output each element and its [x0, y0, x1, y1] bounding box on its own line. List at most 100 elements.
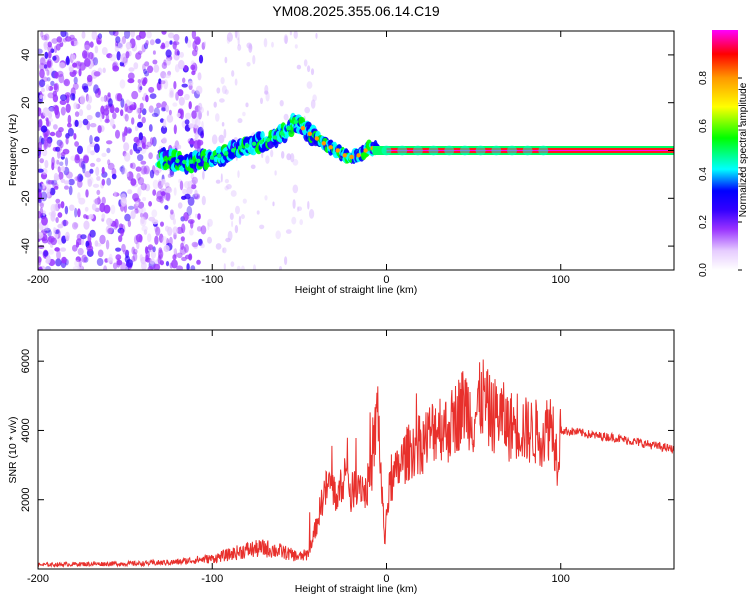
- noise-speck: [135, 233, 143, 243]
- noise-speck: [70, 93, 75, 101]
- noise-speck: [44, 141, 49, 150]
- noise-speck: [148, 152, 153, 160]
- y-tick-label: 0: [20, 147, 32, 153]
- noise-speck: [62, 219, 67, 227]
- x-tick-label: -200: [27, 274, 49, 286]
- noise-speck: [220, 173, 223, 183]
- noise-speck: [202, 170, 205, 180]
- noise-speck: [237, 170, 240, 179]
- noise-speck: [89, 123, 97, 128]
- noise-speck: [309, 209, 315, 219]
- noise-speck: [97, 125, 102, 134]
- noise-speck: [126, 259, 133, 268]
- noise-speck: [158, 78, 162, 85]
- noise-speck: [224, 56, 228, 64]
- ridge-peak: [251, 141, 257, 146]
- noise-speck: [292, 184, 299, 194]
- noise-speck: [242, 111, 246, 117]
- ridge-blob: [260, 131, 265, 140]
- noise-speck: [61, 256, 67, 264]
- noise-speck: [43, 250, 49, 257]
- noise-speck: [167, 173, 172, 178]
- noise-speck: [144, 183, 151, 192]
- noise-speck: [154, 169, 160, 176]
- noise-speck: [246, 42, 252, 49]
- noise-speck: [139, 254, 143, 262]
- noise-speck: [221, 122, 225, 127]
- noise-speck: [96, 157, 101, 163]
- noise-speck: [133, 136, 140, 143]
- noise-speck: [147, 265, 154, 270]
- ridge-peak: [307, 131, 312, 136]
- noise-speck: [58, 73, 65, 84]
- noise-speck: [223, 128, 227, 139]
- noise-speck: [86, 74, 93, 83]
- noise-speck: [234, 78, 238, 86]
- snr-xlabel: Height of straight line (km): [295, 583, 418, 595]
- noise-speck: [193, 242, 199, 250]
- noise-speck: [48, 117, 54, 123]
- noise-speck: [188, 253, 193, 261]
- noise-speck: [126, 171, 134, 181]
- y-tick-label: 6000: [20, 349, 32, 373]
- noise-speck: [38, 265, 43, 270]
- noise-speck: [103, 108, 110, 116]
- noise-speck: [103, 265, 108, 270]
- noise-speck: [74, 111, 80, 117]
- noise-speck: [195, 85, 203, 95]
- noise-speck: [156, 102, 162, 109]
- noise-speck: [67, 127, 74, 137]
- noise-speck: [283, 113, 289, 121]
- noise-speck: [138, 132, 143, 141]
- ridge-peak: [265, 137, 271, 143]
- noise-speck: [75, 241, 80, 248]
- noise-speck: [52, 104, 59, 112]
- noise-speck: [172, 41, 177, 50]
- noise-speck: [93, 198, 100, 204]
- noise-speck: [284, 35, 288, 44]
- noise-speck: [133, 62, 139, 70]
- noise-speck: [147, 244, 154, 251]
- noise-speck: [289, 31, 292, 36]
- noise-speck: [195, 213, 198, 218]
- noise-speck: [191, 49, 198, 57]
- noise-speck: [83, 214, 88, 219]
- noise-speck: [152, 59, 158, 65]
- noise-speck: [140, 165, 147, 175]
- ridge-peak: [182, 159, 187, 165]
- noise-speck: [159, 80, 166, 85]
- noise-speck: [41, 34, 48, 41]
- noise-speck: [166, 114, 174, 123]
- noise-speck: [84, 40, 91, 51]
- noise-speck: [137, 186, 142, 197]
- noise-speck: [160, 221, 164, 227]
- noise-speck: [203, 41, 206, 47]
- noise-speck: [216, 87, 221, 94]
- noise-speck: [47, 139, 52, 148]
- noise-speck: [124, 113, 129, 122]
- noise-speck: [167, 70, 172, 76]
- noise-speck: [39, 79, 46, 88]
- noise-speck: [55, 198, 61, 204]
- figure-title: YM08.2025.355.06.14.C19: [272, 3, 440, 19]
- noise-speck: [64, 185, 69, 190]
- noise-speck: [173, 33, 180, 42]
- noise-speck: [165, 191, 171, 202]
- noise-speck: [85, 189, 89, 198]
- noise-speck: [86, 245, 94, 252]
- ridge-peak: [293, 119, 299, 125]
- noise-speck: [235, 205, 240, 215]
- x-tick-label: 100: [552, 274, 570, 286]
- noise-speck: [133, 235, 139, 245]
- noise-speck: [222, 247, 227, 254]
- noise-speck: [163, 79, 169, 90]
- noise-speck: [198, 238, 203, 246]
- noise-speck: [155, 226, 161, 236]
- noise-speck: [148, 201, 153, 207]
- noise-speck: [173, 187, 177, 196]
- noise-speck: [43, 64, 48, 69]
- noise-speck: [315, 32, 318, 39]
- noise-speck: [175, 91, 179, 101]
- noise-speck: [122, 56, 128, 64]
- noise-speck: [74, 207, 78, 218]
